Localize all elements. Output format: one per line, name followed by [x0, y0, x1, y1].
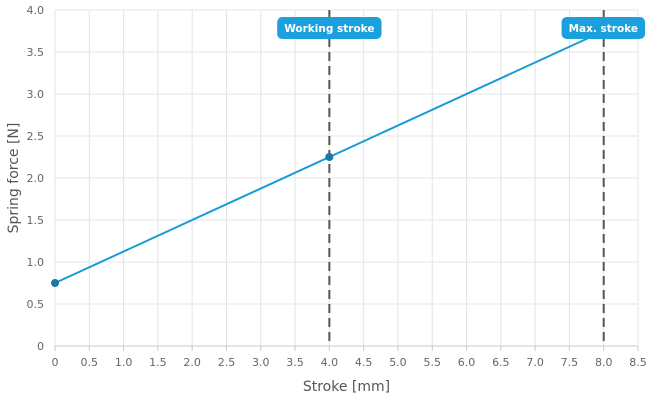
- x-tick-label: 0.5: [81, 356, 99, 369]
- vertical-markers: [328, 10, 605, 346]
- x-axis-ticks: 0 0.5 1.0 1.5 2.0 2.5 3.0 3.5 4.0 4.5 5.0 5.5 6.0 6.5…: [52, 346, 647, 369]
- data-point: [51, 279, 59, 287]
- y-tick-label: 1.5: [27, 214, 45, 227]
- x-tick-label: 6.0: [458, 356, 476, 369]
- badge-label: Max. stroke: [569, 23, 638, 35]
- y-tick-label: 2.0: [27, 172, 45, 185]
- x-tick-label: 8.5: [629, 356, 647, 369]
- badge-background: [277, 17, 382, 39]
- x-tick-label: 5.5: [423, 356, 441, 369]
- y-tick-label: 1.0: [27, 256, 45, 269]
- x-tick-label: 7.5: [561, 356, 579, 369]
- marker-badge: Working stroke: [277, 17, 382, 39]
- x-tick-label: 4.0: [321, 356, 339, 369]
- data-point: [325, 153, 334, 161]
- x-tick-label: 3.5: [286, 356, 304, 369]
- x-tick-label: 1.0: [115, 356, 133, 369]
- x-tick-label: 1.5: [149, 356, 167, 369]
- badge-label: Working stroke: [284, 23, 374, 35]
- y-tick-label: 3.0: [27, 88, 45, 101]
- x-tick-label: 8.0: [595, 356, 613, 369]
- marker-badge: Max. stroke: [561, 17, 645, 39]
- y-tick-label: 0: [37, 340, 44, 353]
- badge-background: [561, 17, 645, 39]
- x-axis-title: Stroke [mm]: [303, 379, 390, 395]
- x-tick-label: 7.0: [526, 356, 544, 369]
- x-tick-label: 2.0: [183, 356, 201, 369]
- x-tick-label: 2.5: [218, 356, 236, 369]
- x-tick-label: 5.0: [389, 356, 407, 369]
- y-axis-ticks: 0 0.5 1.0 1.5 2.0 2.5 3.0 3.5 4.0: [27, 4, 45, 353]
- y-tick-label: 0.5: [27, 298, 45, 311]
- x-tick-label: 4.5: [355, 356, 373, 369]
- x-tick-label: 6.5: [492, 356, 510, 369]
- grid: [54, 9, 639, 347]
- y-tick-label: 3.5: [27, 46, 45, 59]
- y-tick-label: 4.0: [27, 4, 45, 17]
- y-tick-label: 2.5: [27, 130, 45, 143]
- marker-labels: Working stroke Max. stroke: [277, 17, 645, 39]
- y-axis-title: Spring force [N]: [6, 123, 22, 234]
- data-points: [51, 153, 334, 287]
- x-tick-label: 0: [52, 356, 59, 369]
- x-tick-label: 3.0: [252, 356, 270, 369]
